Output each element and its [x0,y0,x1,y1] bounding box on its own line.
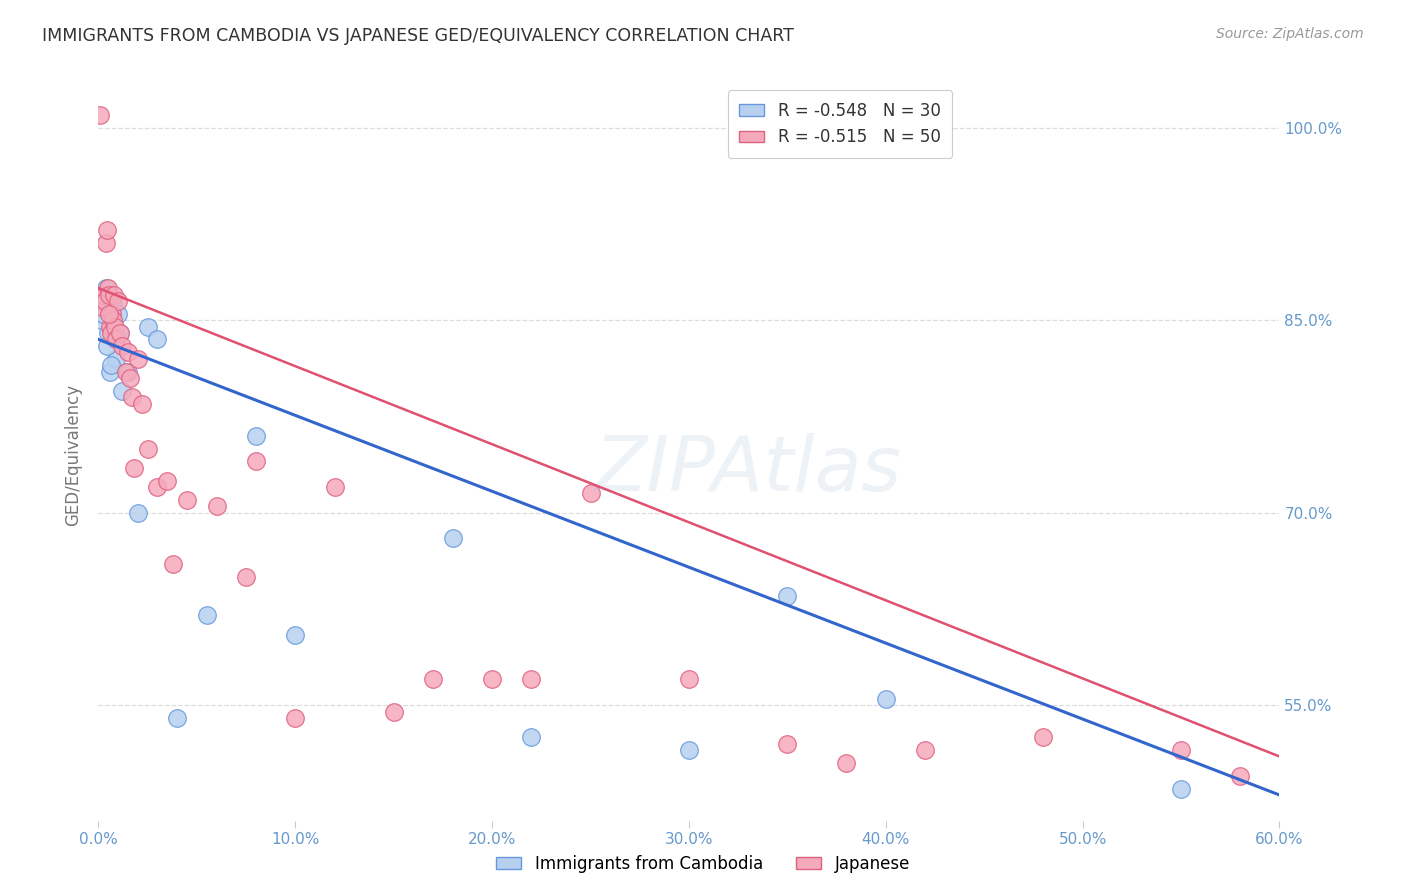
Point [131,396,153,410]
Point [678,743,700,757]
Point [235,570,257,584]
Point [103,287,125,301]
Point [284,711,307,725]
Point [105,351,128,366]
Point [156,474,179,488]
Point [146,333,169,347]
Point [103,333,125,347]
Point [97,281,120,295]
Point [245,428,267,442]
Point [96,339,118,353]
Point [127,351,149,366]
Point [98,319,121,334]
Point [205,500,228,514]
Point [111,384,134,398]
Legend: Immigrants from Cambodia, Japanese: Immigrants from Cambodia, Japanese [489,848,917,880]
Point [90,293,112,308]
Text: ZIPAtlas: ZIPAtlas [595,433,901,507]
Point [481,673,503,687]
Point [101,307,124,321]
Point [93,287,115,301]
Point [176,492,198,507]
Point [914,743,936,757]
Point [93,287,115,301]
Legend: R = -0.548   N = 30, R = -0.515   N = 50: R = -0.548 N = 30, R = -0.515 N = 50 [728,90,952,158]
Y-axis label: GED/Equivalency: GED/Equivalency [63,384,82,526]
Point [284,627,307,641]
Point [835,756,858,770]
Point [162,557,184,571]
Point [1170,743,1192,757]
Point [98,364,121,378]
Point [117,364,139,378]
Point [195,608,218,623]
Point [776,589,799,603]
Point [105,333,128,347]
Point [520,730,543,744]
Point [89,108,111,122]
Point [103,313,125,327]
Point [98,307,121,321]
Point [115,364,138,378]
Point [100,326,122,340]
Point [91,293,114,308]
Point [382,705,405,719]
Point [136,319,159,334]
Point [96,223,118,237]
Point [118,371,141,385]
Point [441,532,464,546]
Text: IMMIGRANTS FROM CAMBODIA VS JAPANESE GED/EQUIVALENCY CORRELATION CHART: IMMIGRANTS FROM CAMBODIA VS JAPANESE GED… [42,27,794,45]
Point [96,281,118,295]
Point [776,737,799,751]
Point [98,287,121,301]
Point [136,442,159,456]
Point [100,358,122,372]
Point [520,673,543,687]
Point [94,293,117,308]
Point [678,673,700,687]
Point [101,293,124,308]
Point [127,506,149,520]
Point [93,307,115,321]
Point [1032,730,1054,744]
Point [146,480,169,494]
Point [422,673,444,687]
Point [323,480,346,494]
Point [107,307,129,321]
Point [875,691,897,706]
Point [117,345,139,359]
Point [91,301,114,315]
Point [1229,769,1251,783]
Point [97,326,120,340]
Point [108,326,131,340]
Point [245,454,267,468]
Point [111,339,134,353]
Point [104,319,127,334]
Point [108,326,131,340]
Point [93,307,115,321]
Point [103,301,125,315]
Point [107,293,129,308]
Point [579,486,602,500]
Point [121,390,143,404]
Point [1170,781,1192,796]
Point [122,460,145,475]
Point [96,236,118,251]
Point [166,711,188,725]
Point [90,313,112,327]
Text: Source: ZipAtlas.com: Source: ZipAtlas.com [1216,27,1364,41]
